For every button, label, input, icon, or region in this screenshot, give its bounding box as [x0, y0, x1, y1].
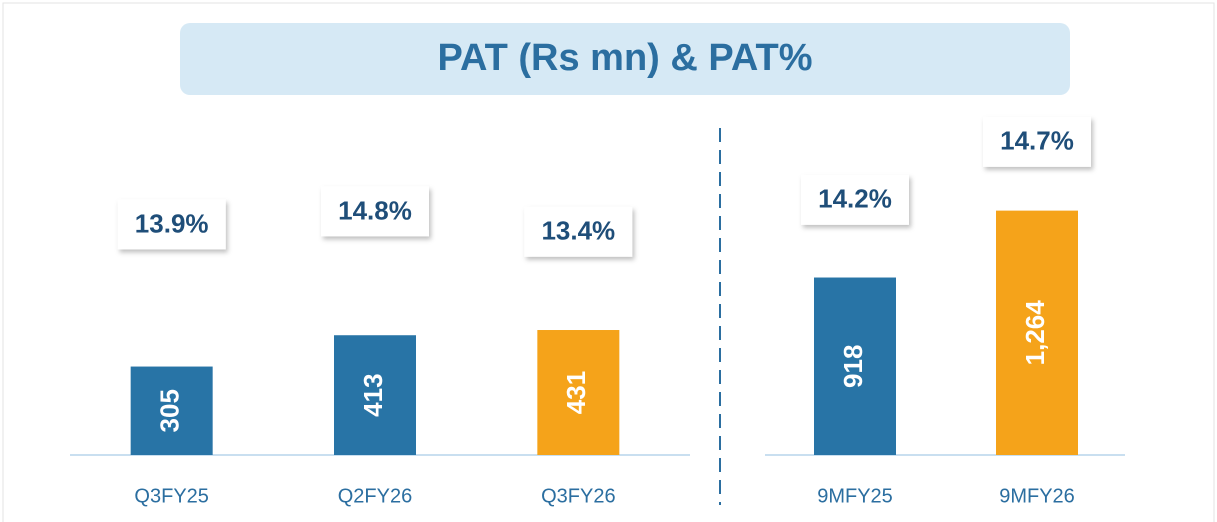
pct-label: 13.9%	[135, 208, 209, 238]
pct-label: 14.7%	[1000, 126, 1074, 156]
x-tick-label: 9MFY25	[817, 485, 893, 507]
pct-label: 14.2%	[818, 184, 892, 214]
x-tick-label: Q2FY26	[338, 485, 412, 507]
bar	[130, 366, 213, 455]
pct-box	[321, 186, 429, 237]
value-label: 918	[838, 345, 868, 388]
pct-label: 14.8%	[338, 195, 412, 225]
value-label: 305	[155, 389, 185, 432]
value-label: 413	[358, 373, 388, 416]
value-label: 1,264	[1020, 300, 1050, 366]
chart-title: PAT (Rs mn) & PAT%	[437, 37, 812, 79]
bar	[814, 277, 896, 455]
pct-box	[801, 174, 909, 225]
pct-label: 13.4%	[541, 216, 615, 246]
bar	[537, 330, 620, 455]
bar	[334, 335, 416, 455]
x-tick-label: 9MFY26	[999, 485, 1075, 507]
pct-box	[117, 199, 226, 250]
pct-box	[983, 116, 1091, 167]
x-tick-label: Q3FY26	[541, 485, 615, 507]
pct-box	[524, 206, 633, 257]
title-box	[180, 23, 1070, 95]
value-label: 431	[561, 371, 591, 414]
x-tick-label: Q3FY25	[134, 485, 208, 507]
bar	[996, 210, 1078, 455]
